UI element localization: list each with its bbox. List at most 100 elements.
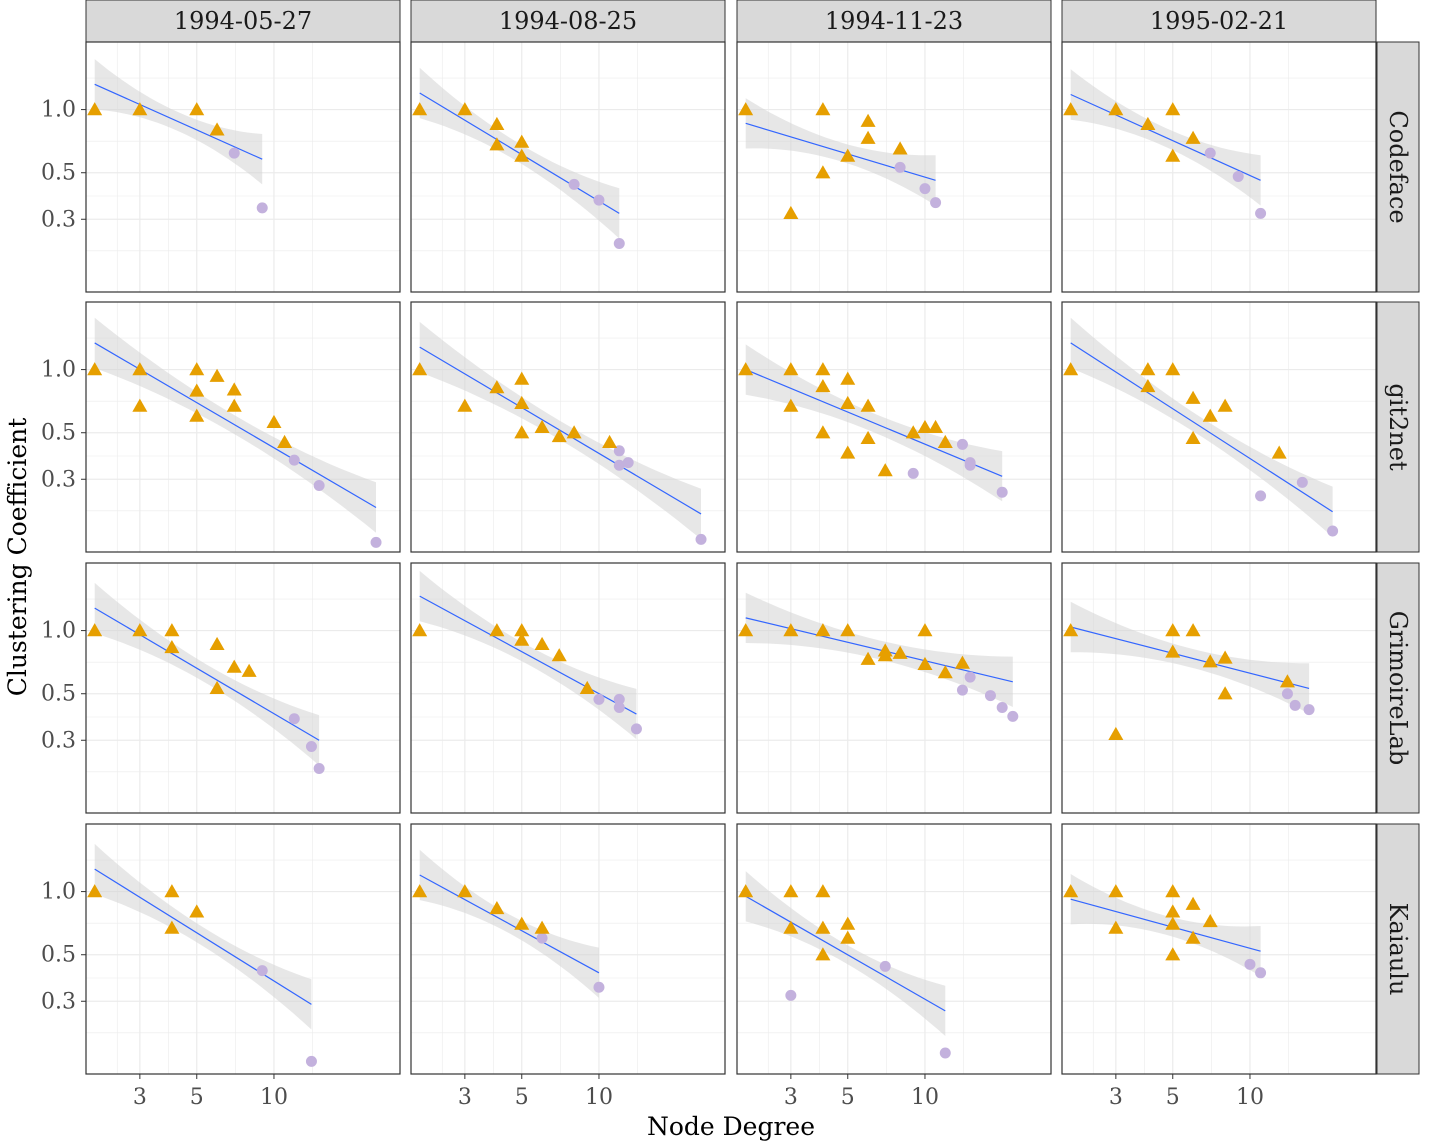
panel-border: [736, 562, 1052, 814]
triangle-point: [892, 645, 908, 659]
triangle-point: [877, 463, 893, 477]
circle-point: [907, 467, 919, 479]
triangle-point: [551, 428, 567, 443]
triangle-point: [87, 623, 103, 637]
circle-point: [930, 197, 942, 209]
column-strip-label: 1995-02-21: [1150, 7, 1288, 35]
circle-point: [613, 237, 625, 249]
triangle-point: [87, 102, 103, 116]
triangle-point: [1108, 102, 1124, 116]
triangle-point: [1108, 884, 1124, 898]
circle-point: [593, 194, 605, 206]
panel: [1061, 823, 1377, 1075]
triangle-point: [1165, 916, 1181, 930]
fit-line: [94, 868, 312, 1005]
y-tick-label: 0.3: [41, 728, 76, 753]
triangle-point: [1279, 674, 1295, 688]
y-tick-label: 1.0: [41, 98, 76, 123]
fit-line: [94, 83, 263, 160]
triangle-point: [164, 640, 180, 654]
row-strip: [1376, 41, 1420, 293]
triangle-point: [489, 137, 505, 151]
triangle-point: [1202, 654, 1218, 668]
triangle-point: [1165, 904, 1181, 918]
triangle-point: [1165, 884, 1181, 898]
column-strip: [1061, 0, 1377, 43]
triangle-point: [209, 368, 225, 382]
circle-point: [919, 183, 931, 195]
triangle-point: [815, 379, 831, 393]
triangle-point: [489, 380, 505, 394]
triangle-point: [783, 920, 799, 934]
triangle-point: [489, 623, 505, 637]
triangle-point: [189, 383, 205, 397]
triangle-point: [489, 116, 505, 131]
panel-plot-area: [737, 42, 1051, 292]
triangle-point: [783, 398, 799, 412]
row-strip: [1376, 562, 1420, 814]
triangle-point: [954, 655, 970, 669]
panel-border: [1061, 301, 1377, 553]
triangle-point: [579, 680, 595, 695]
triangle-point: [1140, 379, 1156, 393]
y-tick-label: 0.5: [41, 161, 76, 186]
triangle-point: [132, 623, 148, 637]
panel: [85, 301, 401, 553]
triangle-point: [457, 398, 473, 412]
triangle-point: [514, 395, 530, 410]
row-strip: [1376, 301, 1420, 553]
triangle-point: [892, 141, 908, 155]
triangle-point: [738, 623, 754, 637]
column-strip-label: 1994-05-27: [174, 7, 312, 35]
triangle-point: [1063, 102, 1079, 116]
triangle-point: [738, 362, 754, 376]
fit-line: [419, 346, 702, 515]
panel-border: [410, 301, 726, 553]
triangle-point: [1185, 430, 1201, 444]
panel-plot-area: [411, 42, 725, 292]
circle-point: [613, 459, 625, 471]
circle-point: [964, 671, 976, 683]
triangle-point: [1202, 914, 1218, 928]
panel-plot-area: [1062, 302, 1376, 552]
panel-plot-area: [86, 563, 400, 813]
triangle-point: [457, 102, 473, 116]
triangle-point: [132, 362, 148, 376]
panel-plot-area: [86, 42, 400, 292]
circle-point: [996, 486, 1008, 498]
facet-strips: 1994-05-27 1994-08-25 1994-11-23 1995-02-21…: [85, 0, 1420, 1075]
x-tick-label: 10: [911, 1085, 939, 1110]
circle-point: [613, 693, 625, 705]
triangle-point: [226, 382, 242, 396]
row-strip-label: git2net: [1384, 383, 1412, 471]
circle-point: [622, 457, 634, 469]
triangle-point: [1165, 362, 1181, 376]
panel-background: [411, 42, 725, 292]
panel-plot-area: [1062, 42, 1376, 292]
circle-point: [613, 701, 625, 713]
triangle-point: [1165, 148, 1181, 162]
triangle-point: [917, 419, 933, 434]
triangle-point: [1202, 408, 1218, 422]
panel: [85, 41, 401, 293]
y-tick-label: 1.0: [41, 880, 76, 905]
y-tick-label: 0.5: [41, 682, 76, 707]
x-tick-label: 5: [1166, 1085, 1180, 1110]
triangle-point: [489, 901, 505, 915]
x-tick-label: 10: [260, 1085, 288, 1110]
triangle-point: [815, 947, 831, 961]
triangle-point: [551, 648, 567, 662]
row-strip-label: Codeface: [1384, 110, 1412, 223]
triangle-point: [209, 680, 225, 695]
triangle-point: [937, 434, 953, 448]
column-strip: [85, 0, 401, 43]
panel-border: [1061, 562, 1377, 814]
panel: [1061, 41, 1377, 293]
circle-point: [1327, 525, 1339, 537]
panel-border: [736, 301, 1052, 553]
x-tick-label: 10: [1236, 1085, 1264, 1110]
circle-point: [256, 965, 268, 977]
triangle-point: [412, 884, 428, 898]
triangle-point: [514, 425, 530, 439]
circle-point: [1303, 704, 1315, 716]
